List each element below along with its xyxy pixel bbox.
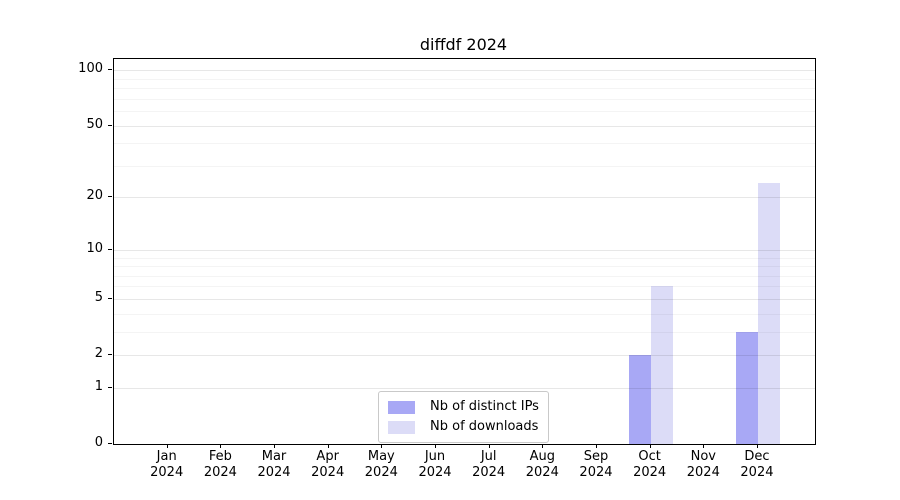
legend-item-distinct-ips: Nb of distinct IPs [388,397,539,417]
y-tick-2 [108,354,112,356]
gridline-minor-3 [114,331,815,333]
y-tick-20 [108,196,112,198]
x-tick-aug [542,444,544,448]
x-tick-sep [595,444,597,448]
y-tick-1 [108,386,112,388]
gridline-minor-80 [114,88,815,90]
x-tick-year: 2024 [150,465,184,480]
x-tick-label-nov: Nov 2024 [671,449,735,481]
x-tick-mar [274,444,276,448]
x-tick-feb [220,444,222,448]
y-tick-label-50: 50 [86,116,103,132]
x-tick-apr [327,444,329,448]
y-tick-label-0: 0 [94,435,103,450]
x-tick-label-jun: Jun 2024 [403,449,467,481]
gridline-10 [114,249,815,251]
x-tick-month: May [367,449,395,464]
x-tick-label-jul: Jul 2024 [457,449,521,481]
gridline-minor-6 [114,286,815,288]
x-tick-month: Nov [690,449,716,464]
plot-area [113,58,816,445]
legend: Nb of distinct IPs Nb of downloads [378,391,549,443]
x-tick-month: Oct [638,449,661,464]
x-tick-month: Apr [316,449,339,464]
x-tick-year: 2024 [418,465,452,480]
x-tick-year: 2024 [579,465,613,480]
gridline-20 [114,197,815,199]
x-tick-jul [488,444,490,448]
legend-swatch-downloads [388,420,415,434]
x-tick-month: Aug [529,449,555,464]
x-tick-nov [703,444,705,448]
gridline-50 [114,125,815,127]
x-tick-month: Jul [480,449,497,464]
x-tick-year: 2024 [472,465,506,480]
x-tick-year: 2024 [525,465,559,480]
y-tick-100 [108,69,112,71]
y-tick-50 [108,124,112,126]
x-tick-label-apr: Apr 2024 [296,449,360,481]
x-tick-oct [649,444,651,448]
chart-title: diffdf 2024 [419,35,508,54]
x-tick-may [381,444,383,448]
legend-label-distinct-ips: Nb of distinct IPs [430,399,539,414]
gridline-5 [114,298,815,300]
x-tick-month: Feb [208,449,232,464]
x-tick-label-sep: Sep 2024 [564,449,628,481]
legend-swatch-distinct-ips [388,400,415,414]
x-tick-label-dec: Dec 2024 [725,449,789,481]
x-tick-year: 2024 [257,465,291,480]
bar-dec-s1 [757,183,780,444]
y-tick-label-10: 10 [86,240,103,256]
y-tick-label-20: 20 [86,188,103,204]
x-tick-year: 2024 [203,465,237,480]
y-tick-label-100: 100 [78,61,103,77]
bar-oct-s1 [650,286,673,444]
x-tick-label-mar: Mar 2024 [242,449,306,481]
x-tick-month: Sep [583,449,609,464]
legend-item-downloads: Nb of downloads [388,417,539,437]
gridline-minor-9 [114,257,815,259]
y-tick-label-2: 2 [94,346,103,362]
x-tick-dec [756,444,758,448]
y-tick-label-1: 1 [94,378,103,394]
x-tick-label-feb: Feb 2024 [188,449,252,481]
bar-dec-s0 [735,331,758,444]
x-tick-month: Jun [424,449,446,464]
y-tick-10 [108,248,112,250]
legend-label-downloads: Nb of downloads [430,419,539,434]
gridline-minor-40 [114,143,815,145]
x-tick-label-jan: Jan 2024 [135,449,199,481]
x-tick-label-aug: Aug 2024 [510,449,574,481]
bar-oct-s0 [628,355,651,444]
gridline-1 [114,387,815,389]
gridline-minor-30 [114,165,815,167]
x-tick-label-may: May 2024 [349,449,413,481]
x-tick-year: 2024 [633,465,667,480]
x-tick-year: 2024 [686,465,720,480]
y-tick-5 [108,297,112,299]
gridline-minor-60 [114,111,815,113]
x-tick-month: Mar [261,449,287,464]
x-tick-month: Dec [744,449,770,464]
gridline-minor-4 [114,313,815,315]
gridline-minor-7 [114,275,815,277]
gridline-minor-70 [114,98,815,100]
x-tick-year: 2024 [364,465,398,480]
x-tick-year: 2024 [740,465,774,480]
gridline-2 [114,355,815,357]
x-tick-jun [435,444,436,448]
gridline-100 [114,70,815,72]
x-tick-year: 2024 [311,465,345,480]
x-tick-month: Jan [156,449,177,464]
x-tick-label-oct: Oct 2024 [618,449,682,481]
y-tick-label-5: 5 [94,289,103,305]
gridline-minor-8 [114,266,815,268]
y-tick-0 [108,443,112,444]
x-tick-jan [166,444,168,448]
gridline-minor-90 [114,78,815,80]
